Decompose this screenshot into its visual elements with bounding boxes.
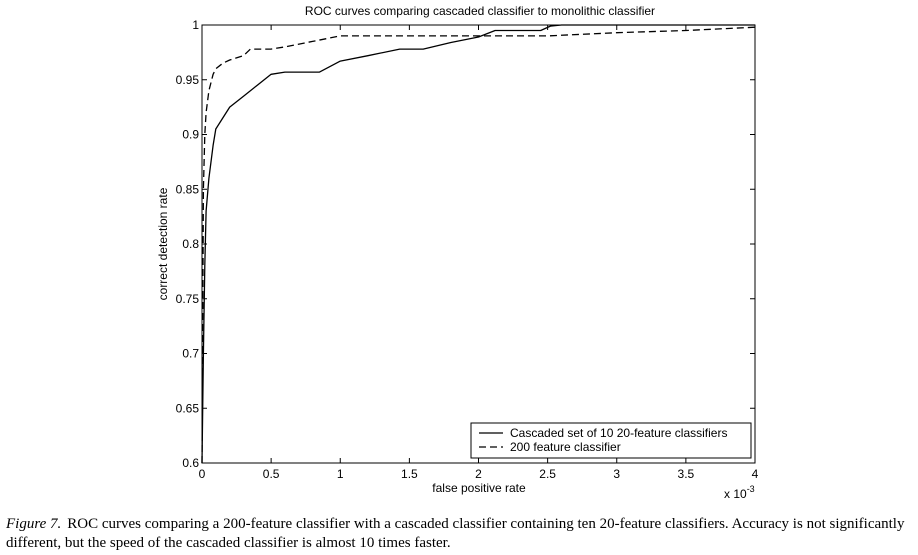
- y-tick-label: 0.65: [176, 401, 200, 415]
- y-tick-label: 0.6: [182, 456, 199, 470]
- series-lines: [201, 24, 756, 464]
- caption-lead: Figure 7.: [6, 516, 62, 532]
- x-tick-label: 1: [337, 467, 344, 481]
- y-tick-label: 0.8: [182, 237, 199, 251]
- legend-label-cascaded: Cascaded set of 10 20-feature classifier…: [510, 426, 727, 440]
- legend-box: [470, 422, 752, 459]
- series-line-cascaded: [201, 24, 755, 464]
- x-axis-multiplier: x 10-3: [724, 484, 755, 501]
- x-axis-multiplier-base: x 10: [724, 487, 747, 501]
- y-tick-label: 0.85: [176, 182, 200, 196]
- y-axis-label: correct detection rate: [156, 187, 170, 300]
- axis-ticks: 0 0.5 1 1.5 2 2.5 3 3.5 4 0.6 0.65 0.7 0.75 0.8 0.85 0.…: [176, 18, 759, 481]
- y-tick-label: 1: [192, 18, 199, 32]
- x-tick-label: 1.5: [401, 467, 418, 481]
- x-tick-label: 0.5: [263, 467, 280, 481]
- legend-label-monolithic: 200 feature classifier: [510, 440, 621, 454]
- y-tick-label: 0.75: [176, 292, 200, 306]
- x-tick-label: 3: [613, 467, 620, 481]
- y-tick-label: 0.9: [182, 128, 199, 142]
- legend: Cascaded set of 10 20-feature classifier…: [470, 422, 752, 459]
- y-tick-label: 0.7: [182, 347, 199, 361]
- roc-chart: ROC curves comparing cascaded classifier…: [156, 4, 759, 501]
- chart-title: ROC curves comparing cascaded classifier…: [305, 4, 655, 18]
- x-axis-multiplier-exponent: -3: [747, 484, 755, 494]
- x-axis-label: false positive rate: [432, 481, 526, 495]
- x-tick-label: 3.5: [678, 467, 695, 481]
- x-tick-label: 4: [752, 467, 759, 481]
- x-tick-label: 0: [199, 467, 206, 481]
- series-line-monolithic: [201, 26, 756, 464]
- x-tick-label: 2.5: [539, 467, 556, 481]
- plot-area: [201, 24, 756, 464]
- caption-text: ROC curves comparing a 200-feature class…: [6, 516, 905, 551]
- figure-caption: Figure 7. ROC curves comparing a 200-feat…: [6, 515, 914, 553]
- y-tick-label: 0.95: [176, 73, 200, 87]
- x-tick-label: 2: [475, 467, 482, 481]
